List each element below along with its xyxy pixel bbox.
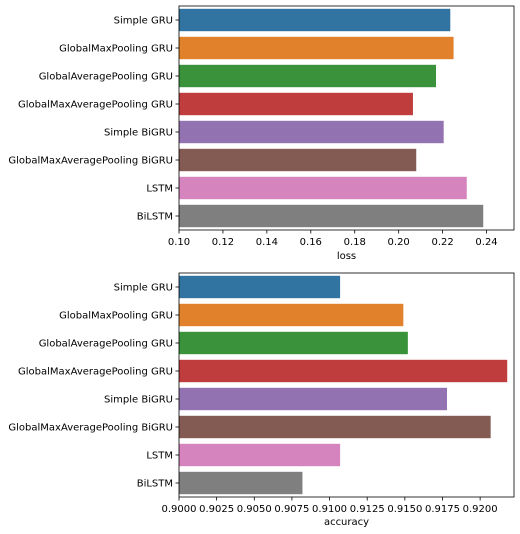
- accuracy-bar-globalmaxpooling-gru: [179, 303, 404, 327]
- loss-y-tick-label: LSTM: [146, 184, 173, 195]
- accuracy-bar-globalmaxaveragepooling-bigru: [179, 415, 491, 439]
- accuracy-x-tick-label: 0.9150: [387, 504, 422, 515]
- loss-plot-frame: [178, 5, 515, 231]
- loss-x-axis-label: loss: [337, 251, 356, 262]
- loss-bars: [179, 8, 484, 228]
- accuracy-y-tick-label: Simple BiGRU: [104, 395, 173, 406]
- accuracy-bar-simple-bigru: [179, 387, 447, 411]
- accuracy-x-tick-label: 0.9100: [312, 504, 347, 515]
- accuracy-y-tick-label: GlobalMaxPooling GRU: [59, 311, 173, 322]
- loss-x-tick-label: 0.18: [344, 237, 366, 248]
- loss-bar-simple-gru: [179, 8, 451, 32]
- accuracy-x-tick-label: 0.9050: [237, 504, 272, 515]
- loss-bar-bilstm: [179, 204, 484, 228]
- loss-y-tick-label: Simple BiGRU: [104, 128, 173, 139]
- accuracy-y-tick-label: GlobalMaxAveragePooling BiGRU: [8, 423, 173, 434]
- loss-y-tick-label: GlobalMaxAveragePooling GRU: [18, 100, 173, 111]
- loss-y-tick-label: Simple GRU: [114, 16, 173, 27]
- accuracy-y-tick-label: Simple GRU: [114, 283, 173, 294]
- loss-bar-simple-bigru: [179, 120, 444, 144]
- accuracy-chart: Simple GRU GlobalMaxPooling GRU GlobalAver…: [8, 272, 515, 528]
- accuracy-x-tick-label: 0.9075: [274, 504, 309, 515]
- accuracy-bar-globalmaxaveragepooling-gru: [179, 359, 508, 383]
- accuracy-bar-globalaveragepooling-gru: [179, 331, 408, 355]
- accuracy-y-tick-label: LSTM: [146, 451, 173, 462]
- loss-bar-globalmaxaveragepooling-bigru: [179, 148, 417, 172]
- accuracy-x-tick-label: 0.9175: [425, 504, 460, 515]
- loss-x-tick-label: 0.10: [168, 237, 190, 248]
- accuracy-x-tick-label: 0.9125: [350, 504, 385, 515]
- accuracy-x-tick-label: 0.9200: [463, 504, 498, 515]
- loss-y-tick-label: GlobalMaxAveragePooling BiGRU: [8, 156, 173, 167]
- accuracy-x-tick-label: 0.9025: [199, 504, 234, 515]
- loss-y-axis: Simple GRU GlobalMaxPooling GRU GlobalAver…: [8, 16, 179, 223]
- loss-x-axis: 0.10 0.12 0.14 0.16 0.18 0.20 0.22 0.24: [168, 230, 498, 248]
- loss-bar-globalmaxpooling-gru: [179, 36, 454, 60]
- accuracy-bar-bilstm: [179, 471, 303, 495]
- loss-x-tick-label: 0.16: [300, 237, 322, 248]
- loss-x-tick-label: 0.14: [256, 237, 278, 248]
- accuracy-bar-simple-gru: [179, 275, 341, 299]
- loss-x-tick-label: 0.20: [388, 237, 410, 248]
- loss-bar-globalaveragepooling-gru: [179, 64, 437, 88]
- accuracy-y-tick-label: GlobalAveragePooling GRU: [39, 339, 173, 350]
- loss-y-tick-label: BiLSTM: [137, 212, 173, 223]
- loss-y-tick-label: GlobalAveragePooling GRU: [39, 72, 173, 83]
- accuracy-y-tick-label: GlobalMaxAveragePooling GRU: [18, 367, 173, 378]
- loss-x-tick-label: 0.22: [431, 237, 453, 248]
- accuracy-bar-lstm: [179, 443, 341, 467]
- accuracy-x-tick-label: 0.9000: [162, 504, 197, 515]
- accuracy-x-axis-label: accuracy: [324, 517, 369, 528]
- accuracy-y-axis: Simple GRU GlobalMaxPooling GRU GlobalAver…: [8, 283, 179, 490]
- accuracy-x-axis: 0.9000 0.9025 0.9050 0.9075 0.9100 0.9125 0.91…: [162, 497, 498, 515]
- loss-x-tick-label: 0.24: [475, 237, 497, 248]
- loss-y-tick-label: GlobalMaxPooling GRU: [59, 44, 173, 55]
- loss-chart: Simple GRU GlobalMaxPooling GRU GlobalAver…: [8, 5, 515, 262]
- accuracy-y-tick-label: BiLSTM: [137, 479, 173, 490]
- loss-bar-globalmaxaveragepooling-gru: [179, 92, 413, 116]
- loss-bar-lstm: [179, 176, 467, 200]
- loss-x-tick-label: 0.12: [212, 237, 234, 248]
- accuracy-plot-frame: [178, 272, 515, 498]
- accuracy-bars: [179, 275, 508, 495]
